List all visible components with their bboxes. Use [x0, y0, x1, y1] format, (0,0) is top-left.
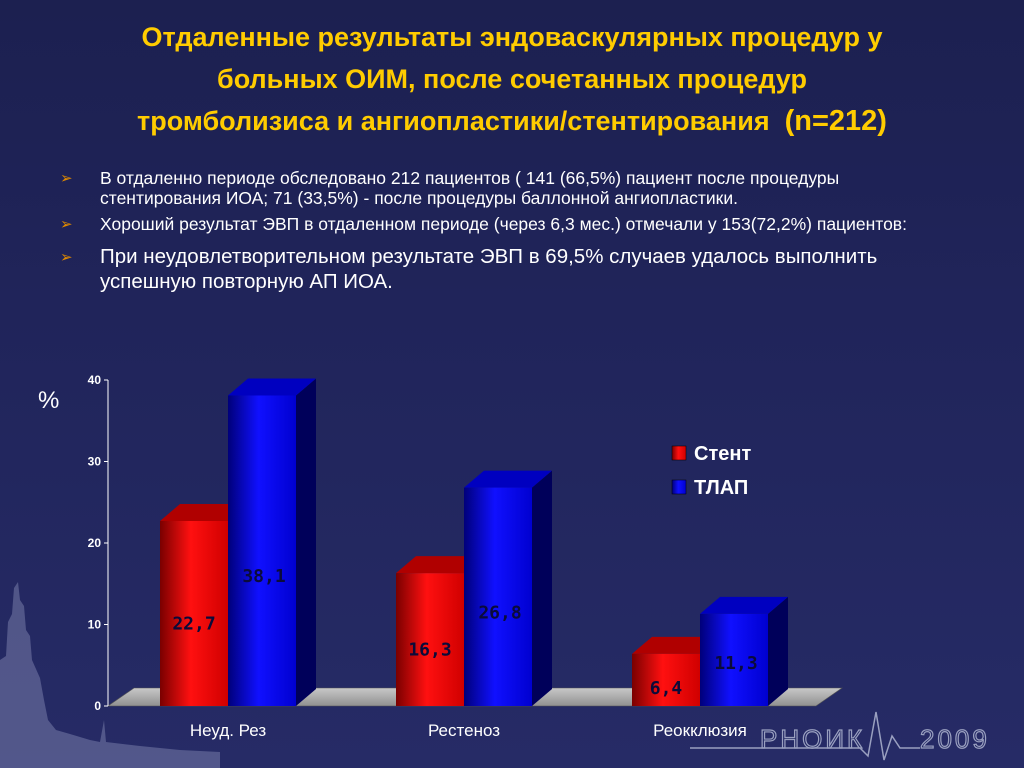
y-tick-label: 20: [88, 536, 102, 550]
bar-front: [632, 653, 700, 706]
title-sample-size: (n=212): [784, 105, 887, 137]
title-line-3-text: тромболизиса и ангиопластики/стентирован…: [137, 106, 770, 136]
bullet-item-3: ➢ При неудовлетворительном результате ЭВ…: [60, 244, 960, 294]
bullet-item-2: ➢ Хороший результат ЭВП в отдаленном пер…: [60, 214, 960, 234]
bar-tlap-1: 38,1: [228, 378, 316, 706]
legend-swatch: [671, 479, 687, 495]
slide-title: Отдаленные результаты эндоваскулярных пр…: [20, 16, 1004, 142]
data-label: 38,1: [242, 566, 285, 587]
rnoik-logo: РНОИК 2009: [690, 711, 990, 761]
bar-top: [700, 596, 788, 614]
data-label: 16,3: [408, 640, 451, 661]
logo-text: РНОИК: [760, 724, 865, 754]
bar-front: [160, 520, 228, 706]
arrow-bullet-icon: ➢: [60, 170, 73, 187]
arrow-bullet-icon: ➢: [60, 249, 73, 266]
bullet-item-1: ➢ В отдаленно периоде обследовано 212 па…: [60, 168, 960, 208]
bar-front: [464, 487, 532, 706]
y-axis-label: %: [38, 387, 59, 414]
x-tick-label: Рестеноз: [428, 721, 500, 740]
bar-tlap-3: 11,3: [700, 596, 788, 706]
legend-label: Стент: [694, 443, 751, 465]
plot-area: 0 10 20 30 40 22,7 38,1 Неуд. Рез 16,3 26,8 Рестен…: [88, 373, 843, 740]
legend-swatch: [671, 445, 687, 461]
bar-top: [464, 470, 552, 488]
bar-top: [160, 503, 248, 521]
data-label: 26,8: [478, 603, 521, 624]
bar-tlap-2: 26,8: [464, 470, 552, 706]
arrow-bullet-icon: ➢: [60, 216, 73, 233]
bar-side: [768, 596, 788, 706]
bar-front: [700, 613, 768, 706]
x-tick-label: Реокклюзия: [653, 721, 747, 740]
bar-side: [296, 378, 316, 706]
bar-chart: РНОИК 2009 0 10 20 30 40 22,7 38,1 Неуд. Рез 16,…: [0, 373, 990, 768]
bar-front: [396, 573, 464, 706]
bullet-text-3: При неудовлетворительном результате ЭВП …: [100, 245, 878, 293]
bullet-list: ➢ В отдаленно периоде обследовано 212 па…: [60, 168, 960, 294]
bar-front: [228, 395, 296, 706]
legend: Стент ТЛАП: [671, 443, 751, 499]
data-label: 11,3: [714, 653, 757, 674]
y-tick-label: 0: [94, 699, 101, 713]
x-tick-label: Неуд. Рез: [190, 721, 267, 740]
data-label: 6,4: [650, 678, 683, 699]
data-label: 22,7: [172, 613, 215, 634]
title-line-1: Отдаленные результаты эндоваскулярных пр…: [141, 22, 883, 52]
bar-top: [396, 556, 484, 574]
bullet-text-2: Хороший результат ЭВП в отдаленном перио…: [100, 214, 907, 234]
title-line-3: тромболизиса и ангиопластики/стентирован…: [20, 100, 1004, 142]
bar-top: [632, 636, 720, 654]
bar-side: [532, 470, 552, 706]
bullet-text-1: В отдаленно периоде обследовано 212 паци…: [100, 168, 840, 208]
logo-year: 2009: [920, 724, 990, 754]
kremlin-tower-icon: [0, 582, 220, 768]
y-tick-label: 30: [88, 455, 102, 469]
y-tick-label: 40: [88, 373, 102, 387]
legend-label: ТЛАП: [694, 477, 748, 499]
y-tick-label: 10: [88, 618, 102, 632]
bar-top: [228, 378, 316, 396]
title-line-2: больных ОИМ, после сочетанных процедур: [217, 64, 807, 94]
